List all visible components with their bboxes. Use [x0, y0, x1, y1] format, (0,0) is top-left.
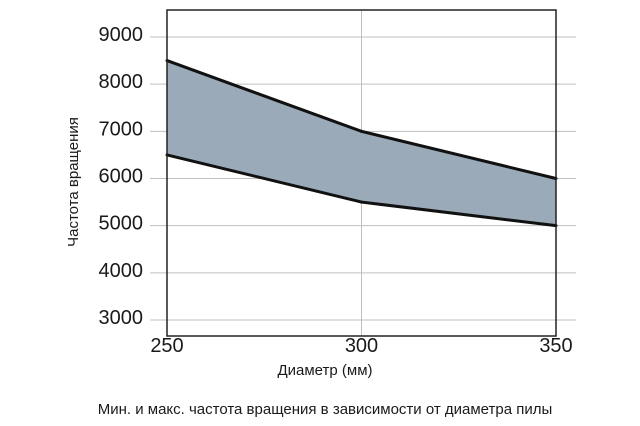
- y-axis-title: Частота вращения: [65, 117, 82, 247]
- x-tick-label: 300: [345, 335, 378, 357]
- y-tick-label: 5000: [99, 213, 144, 235]
- plot-frame: [166, 9, 557, 337]
- y-axis-ticks: 3000 4000 5000 6000 7000 8000 9000: [99, 24, 144, 329]
- y-tick-label: 8000: [99, 71, 144, 93]
- y-tick-label: 9000: [99, 24, 144, 46]
- x-tick-label: 250: [150, 335, 183, 357]
- speed-range-band: [167, 60, 556, 226]
- x-axis-title: Диаметр (мм): [277, 362, 372, 379]
- x-axis-ticks: 250 300 350: [150, 335, 572, 357]
- x-tick-label: 350: [539, 335, 572, 357]
- y-tick-label: 6000: [99, 166, 144, 188]
- max-speed-point: [360, 129, 363, 133]
- y-tick-label: 7000: [99, 118, 144, 140]
- min-speed-point: [360, 200, 363, 204]
- y-tick-label: 3000: [99, 307, 144, 329]
- chart-caption: Мин. и макс. частота вращения в зависимо…: [98, 401, 553, 418]
- y-tick-label: 4000: [99, 260, 144, 282]
